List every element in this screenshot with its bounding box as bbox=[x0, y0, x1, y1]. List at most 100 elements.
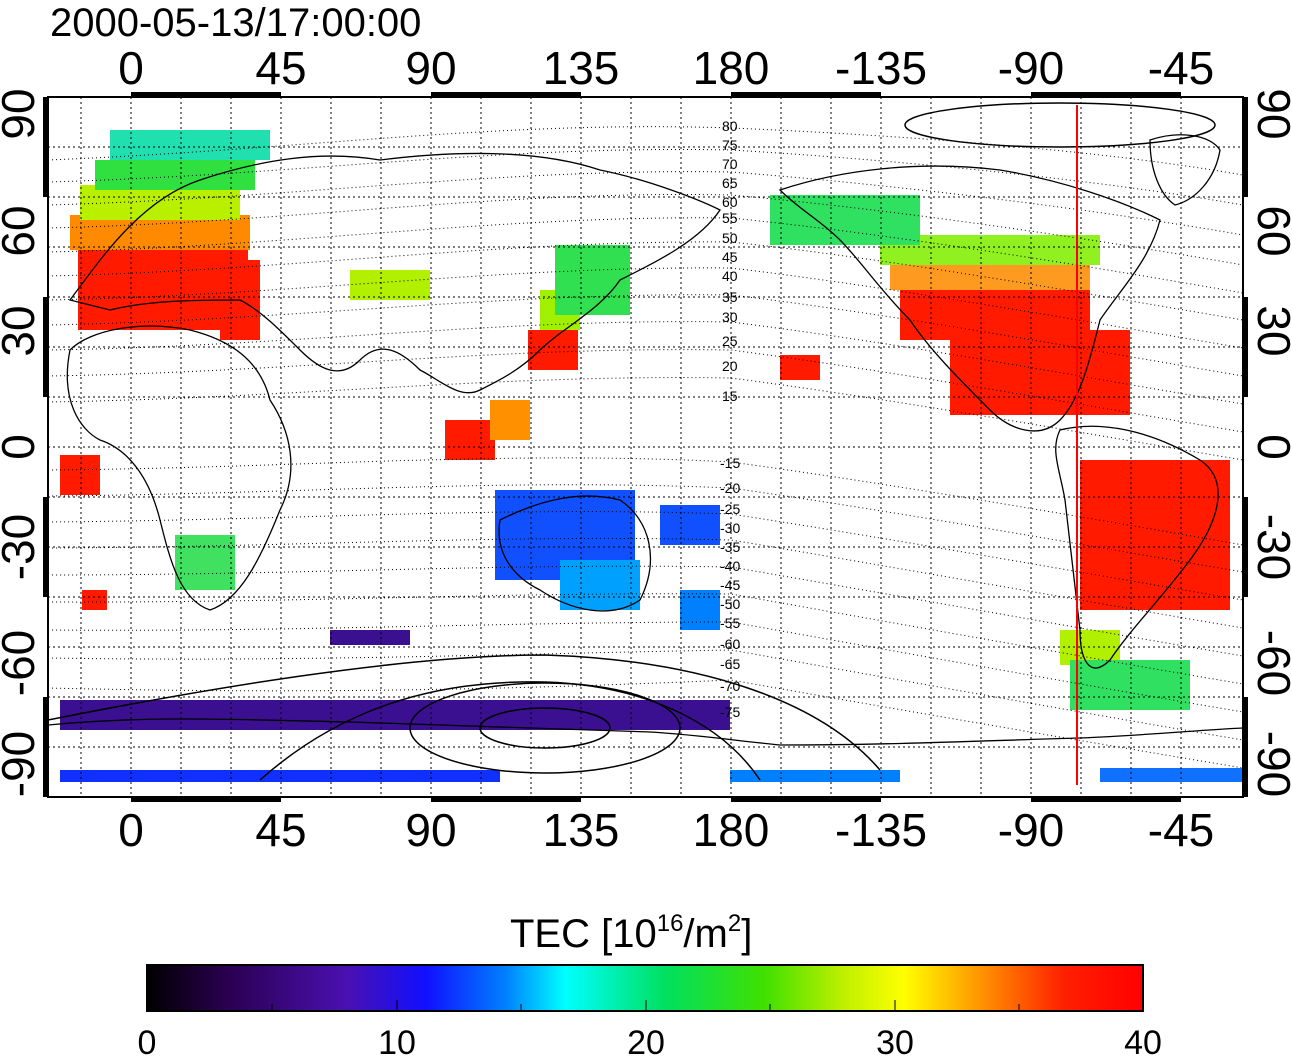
contour-label: -65 bbox=[720, 656, 740, 672]
contour-label: -60 bbox=[720, 636, 740, 652]
tec-patch-china bbox=[528, 330, 578, 370]
tec-patch-europe-yellow bbox=[80, 185, 240, 220]
top-tick-180: 180 bbox=[693, 42, 770, 94]
contour-label: 35 bbox=[722, 289, 738, 305]
tec-patch-europe-cyan bbox=[110, 130, 270, 160]
antarctica-outline bbox=[48, 718, 1243, 746]
bottom-tick-180: 180 bbox=[693, 804, 770, 856]
greenland-outline bbox=[1149, 134, 1221, 206]
africa-outline bbox=[66, 325, 292, 611]
top-tick-90: 90 bbox=[405, 42, 456, 94]
tec-patch-antarctic-purple bbox=[60, 700, 730, 730]
right-tick-60: 60 bbox=[1248, 205, 1292, 256]
right-tick-30: 30 bbox=[1248, 305, 1292, 356]
contour-label: -70 bbox=[720, 678, 740, 694]
tec-patch-atlantic bbox=[82, 590, 107, 610]
colorbar-title: TEC [1016/m2] bbox=[510, 910, 752, 956]
australia-outline bbox=[498, 495, 652, 612]
left-tick-m30: -30 bbox=[0, 514, 44, 580]
tec-patch-japan bbox=[555, 245, 630, 315]
right-tick-0: 0 bbox=[1248, 434, 1292, 460]
contour-labels: 80 75 70 65 60 55 50 45 40 35 30 25 20 1… bbox=[720, 118, 740, 720]
top-tick-m90: -90 bbox=[998, 42, 1064, 94]
tec-patch-indonesia bbox=[445, 420, 495, 460]
contour-label: 50 bbox=[722, 230, 738, 246]
left-tick-30: 30 bbox=[0, 305, 44, 356]
left-tick-90: 90 bbox=[0, 88, 44, 139]
tec-patch-west-africa bbox=[60, 455, 100, 495]
south-america-outline bbox=[1055, 425, 1219, 669]
colorbar-tick-10: 10 bbox=[378, 1024, 416, 1057]
tec-patch-central-asia bbox=[350, 270, 430, 300]
tec-patch-europe-core bbox=[78, 240, 248, 330]
top-tick-45: 45 bbox=[255, 42, 306, 94]
contour-label: 30 bbox=[722, 309, 738, 325]
solid-contours bbox=[48, 102, 1216, 781]
contour-label: 55 bbox=[722, 210, 738, 226]
contour-label: -35 bbox=[720, 539, 740, 555]
contour-label: 45 bbox=[722, 249, 738, 265]
contour-label: -50 bbox=[720, 596, 740, 612]
plot-frame bbox=[47, 96, 1244, 798]
tec-patch-se-australia bbox=[560, 560, 640, 610]
top-tick-0: 0 bbox=[118, 42, 144, 94]
top-tick-135: 135 bbox=[543, 42, 620, 94]
tec-patch-southern-ocean bbox=[330, 630, 410, 645]
tec-patch-mexico bbox=[950, 330, 1130, 415]
left-tick-60: 60 bbox=[0, 205, 44, 256]
map-plot-area: 80 75 70 65 60 55 50 45 40 35 30 25 20 1… bbox=[48, 97, 1243, 797]
tec-patch-philippines bbox=[490, 400, 530, 440]
right-tick-m60: -60 bbox=[1248, 630, 1292, 696]
tec-patch-hawaii bbox=[780, 355, 820, 380]
bottom-axis-labels: 0 45 90 135 180 -135 -90 -45 bbox=[118, 804, 1214, 856]
contour-label: -25 bbox=[720, 501, 740, 517]
contour-label: -15 bbox=[720, 455, 740, 471]
magnetic-latitude-contours bbox=[48, 126, 1243, 769]
colorbar bbox=[146, 964, 1144, 1012]
tec-patch-nz bbox=[680, 590, 720, 630]
right-tick-m90: -90 bbox=[1248, 731, 1292, 797]
top-tick-m45: -45 bbox=[1148, 42, 1214, 94]
colorbar-tick-labels: 0 10 20 30 40 bbox=[138, 1024, 1162, 1057]
tec-patch-antarctic-ross bbox=[730, 770, 900, 782]
bottom-tick-m45: -45 bbox=[1148, 804, 1214, 856]
tec-patch-canada bbox=[770, 195, 920, 245]
contour-label: 40 bbox=[722, 268, 738, 284]
left-tick-m60: -60 bbox=[0, 630, 44, 696]
contour-label: -45 bbox=[720, 577, 740, 593]
left-axis-labels: 90 60 30 0 -30 -60 -90 bbox=[0, 88, 44, 797]
contour-label: 70 bbox=[722, 156, 738, 172]
tec-data-patches bbox=[60, 130, 1243, 782]
bottom-tick-90: 90 bbox=[405, 804, 456, 856]
contour-label: 75 bbox=[722, 137, 738, 153]
contour-label: -55 bbox=[720, 615, 740, 631]
coastlines bbox=[48, 134, 1243, 746]
contour-label: 25 bbox=[722, 333, 738, 349]
contour-label: 65 bbox=[722, 175, 738, 191]
bottom-tick-m90: -90 bbox=[998, 804, 1064, 856]
tec-patch-europe-green bbox=[95, 160, 255, 190]
tec-patch-antarctic-weddell bbox=[1100, 768, 1243, 782]
contour-label: 20 bbox=[722, 358, 738, 374]
contour-label: 15 bbox=[722, 388, 738, 404]
right-tick-90: 90 bbox=[1248, 88, 1292, 139]
right-axis-labels: 90 60 30 0 -30 -60 -90 bbox=[1248, 88, 1292, 797]
contour-label: -30 bbox=[720, 520, 740, 536]
tec-patch-south-america bbox=[1080, 460, 1230, 610]
right-tick-m30: -30 bbox=[1248, 514, 1292, 580]
bottom-tick-45: 45 bbox=[255, 804, 306, 856]
contour-label: -20 bbox=[720, 480, 740, 496]
frame-tick-bars bbox=[43, 92, 1248, 802]
colorbar-tick-0: 0 bbox=[138, 1024, 157, 1057]
plot-title: 2000-05-13/17:00:00 bbox=[50, 1, 421, 45]
bottom-tick-0: 0 bbox=[118, 804, 144, 856]
contour-label: -75 bbox=[720, 704, 740, 720]
contour-label: -40 bbox=[720, 558, 740, 574]
tec-patch-south-africa bbox=[175, 535, 235, 590]
contour-label: 60 bbox=[722, 194, 738, 210]
colorbar-tick-30: 30 bbox=[876, 1024, 914, 1057]
tec-patch-antarctic-blue bbox=[60, 770, 500, 782]
colorbar-tick-40: 40 bbox=[1124, 1024, 1162, 1057]
tec-patch-antarctic-peninsula bbox=[1070, 660, 1190, 710]
